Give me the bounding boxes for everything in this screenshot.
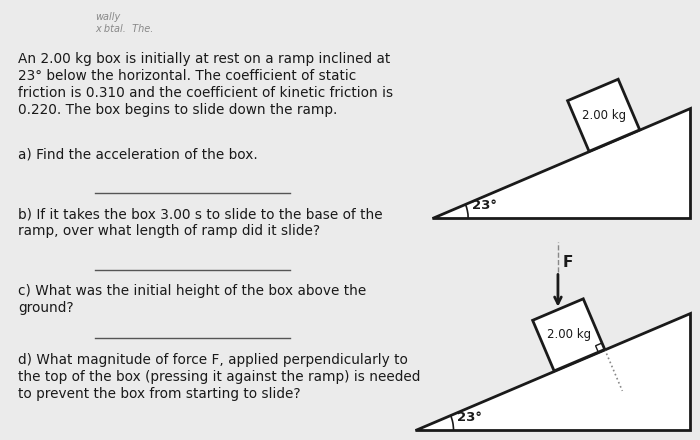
Text: F: F bbox=[563, 255, 573, 270]
Text: 23°: 23° bbox=[458, 411, 482, 424]
Text: friction is 0.310 and the coefficient of kinetic friction is: friction is 0.310 and the coefficient of… bbox=[18, 86, 393, 100]
Polygon shape bbox=[432, 109, 690, 218]
Text: ground?: ground? bbox=[18, 301, 74, 315]
Text: 2.00 kg: 2.00 kg bbox=[547, 328, 591, 341]
Text: An 2.00 kg box is initially at rest on a ramp inclined at: An 2.00 kg box is initially at rest on a… bbox=[18, 52, 391, 66]
Text: to prevent the box from starting to slide?: to prevent the box from starting to slid… bbox=[18, 387, 300, 401]
Text: 2.00 kg: 2.00 kg bbox=[582, 109, 626, 122]
Text: a) Find the acceleration of the box.: a) Find the acceleration of the box. bbox=[18, 148, 258, 162]
Text: wally: wally bbox=[95, 12, 120, 22]
Text: d) What magnitude of force F, applied perpendicularly to: d) What magnitude of force F, applied pe… bbox=[18, 353, 408, 367]
Polygon shape bbox=[533, 299, 605, 371]
Text: the top of the box (pressing it against the ramp) is needed: the top of the box (pressing it against … bbox=[18, 370, 421, 384]
Text: ramp, over what length of ramp did it slide?: ramp, over what length of ramp did it sl… bbox=[18, 224, 320, 238]
Text: 23°: 23° bbox=[472, 199, 497, 212]
Text: 23° below the horizontal. The coefficient of static: 23° below the horizontal. The coefficien… bbox=[18, 69, 356, 83]
Text: b) If it takes the box 3.00 s to slide to the base of the: b) If it takes the box 3.00 s to slide t… bbox=[18, 207, 383, 221]
Text: 0.220. The box begins to slide down the ramp.: 0.220. The box begins to slide down the … bbox=[18, 103, 337, 117]
Polygon shape bbox=[568, 79, 640, 151]
Polygon shape bbox=[415, 313, 690, 430]
Text: x btal.  The.: x btal. The. bbox=[95, 24, 153, 34]
Text: c) What was the initial height of the box above the: c) What was the initial height of the bo… bbox=[18, 284, 366, 298]
